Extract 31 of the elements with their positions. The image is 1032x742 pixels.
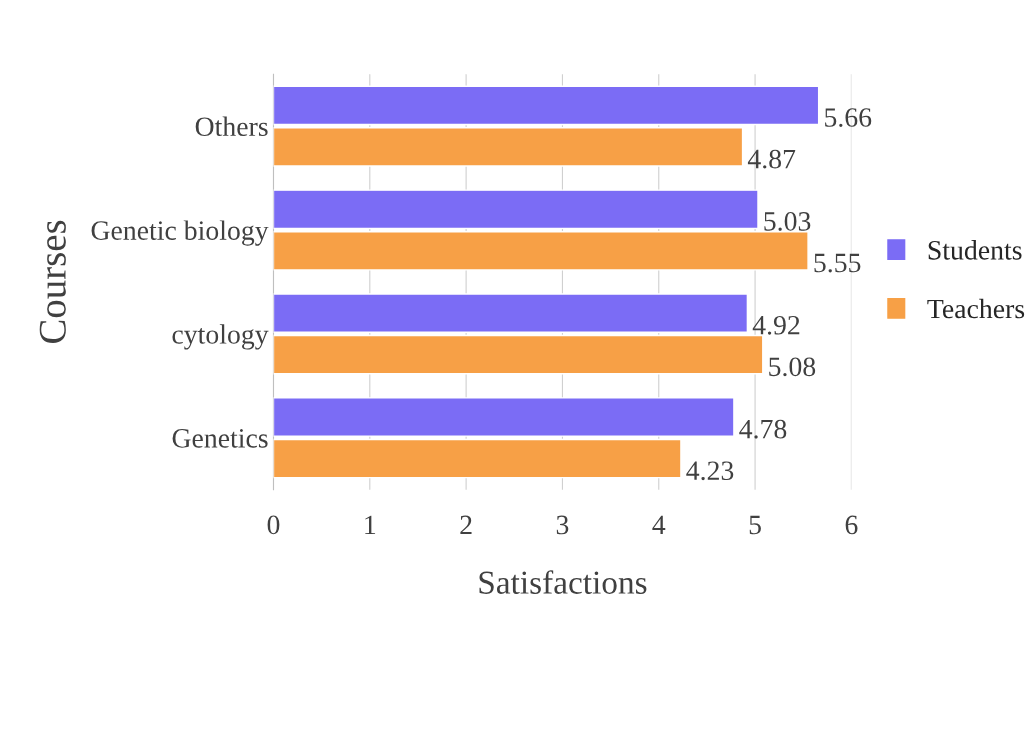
data-label: 4.92 bbox=[752, 315, 800, 335]
data-label: 5.55 bbox=[814, 253, 861, 273]
x-tick-label: 6 bbox=[845, 515, 858, 535]
y-tick-label: cytology bbox=[172, 324, 269, 350]
legend-label: Students bbox=[928, 240, 1022, 260]
data-label: 5.66 bbox=[825, 108, 872, 127]
x-tick-label: 3 bbox=[556, 515, 569, 535]
y-axis-title: Courses bbox=[39, 220, 66, 344]
y-tick-label: Others bbox=[195, 116, 268, 137]
data-label: 5.03 bbox=[764, 211, 811, 231]
data-label: 4.78 bbox=[739, 419, 787, 439]
bar bbox=[273, 85, 820, 126]
x-axis-title: Satisfactions bbox=[479, 570, 647, 594]
bar bbox=[273, 397, 735, 437]
x-tick-label: 4 bbox=[652, 515, 666, 534]
bar bbox=[273, 127, 744, 167]
data-label: 4.87 bbox=[747, 149, 796, 169]
y-tick-label: Genetics bbox=[172, 429, 268, 448]
bar bbox=[273, 334, 764, 375]
data-label: 4.23 bbox=[686, 461, 734, 481]
y-tick-label: Genetic biology bbox=[91, 220, 269, 246]
legend-label: Teachers bbox=[927, 298, 1025, 319]
bar bbox=[273, 230, 809, 271]
bar bbox=[273, 293, 749, 333]
x-tick-label: 1 bbox=[365, 515, 376, 534]
bar bbox=[273, 189, 759, 230]
data-label: 5.08 bbox=[769, 357, 816, 377]
x-tick-label: 5 bbox=[749, 515, 761, 535]
x-tick-label: 2 bbox=[460, 515, 472, 534]
bar bbox=[273, 438, 682, 479]
x-tick-label: 0 bbox=[267, 515, 280, 535]
